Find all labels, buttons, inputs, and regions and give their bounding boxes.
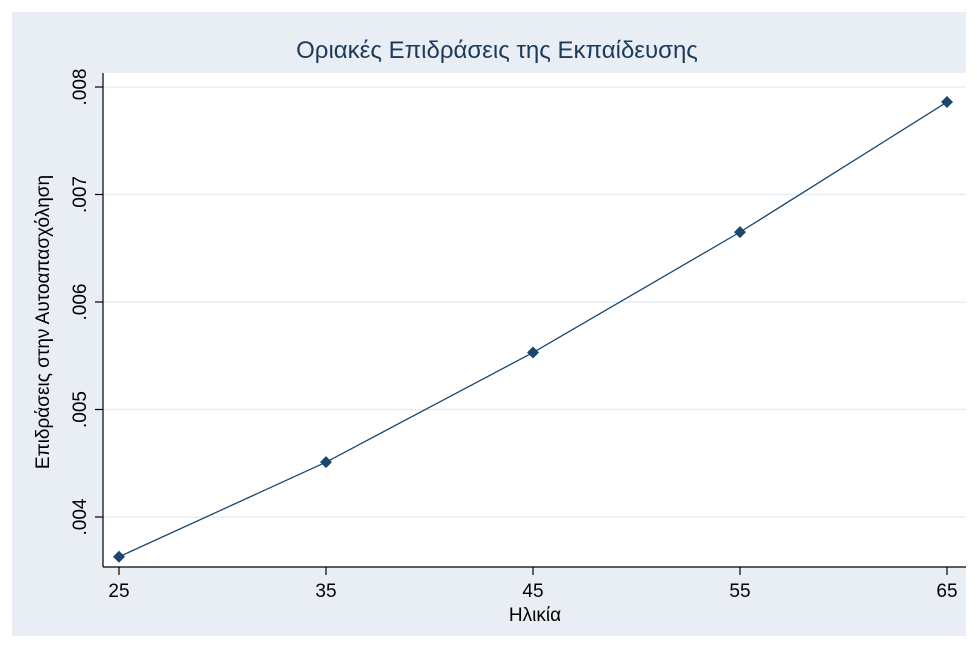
y-tick-label: .006	[70, 284, 91, 321]
chart-title: Οριακές Επιδράσεις της Εκπαίδευσης	[296, 37, 698, 64]
y-tick-label: .007	[70, 176, 91, 213]
data-point-marker	[527, 346, 539, 359]
x-tick-label: 55	[729, 581, 750, 602]
series-layer	[113, 96, 953, 563]
y-tick-label: .005	[70, 391, 91, 428]
y-axis-title: Επιδράσεις στην Αυτοαπασχόληση	[33, 175, 54, 469]
x-axis-title: Ηλικία	[509, 605, 561, 626]
y-tick-label: .004	[70, 498, 91, 535]
x-tick-label: 65	[936, 581, 957, 602]
plot-area	[103, 73, 966, 567]
axes-layer: .004 .005 .006 .007 .008 25 35 45 55 65	[70, 69, 966, 602]
data-point-marker	[941, 96, 953, 109]
y-tick-label: .008	[70, 69, 91, 106]
data-point-marker	[113, 550, 125, 563]
x-tick-label: 25	[108, 581, 129, 602]
data-point-marker	[320, 456, 332, 469]
x-tick-label: 45	[522, 581, 543, 602]
data-point-marker	[734, 226, 746, 239]
grid-layer	[103, 86, 966, 518]
x-tick-label: 35	[315, 581, 336, 602]
